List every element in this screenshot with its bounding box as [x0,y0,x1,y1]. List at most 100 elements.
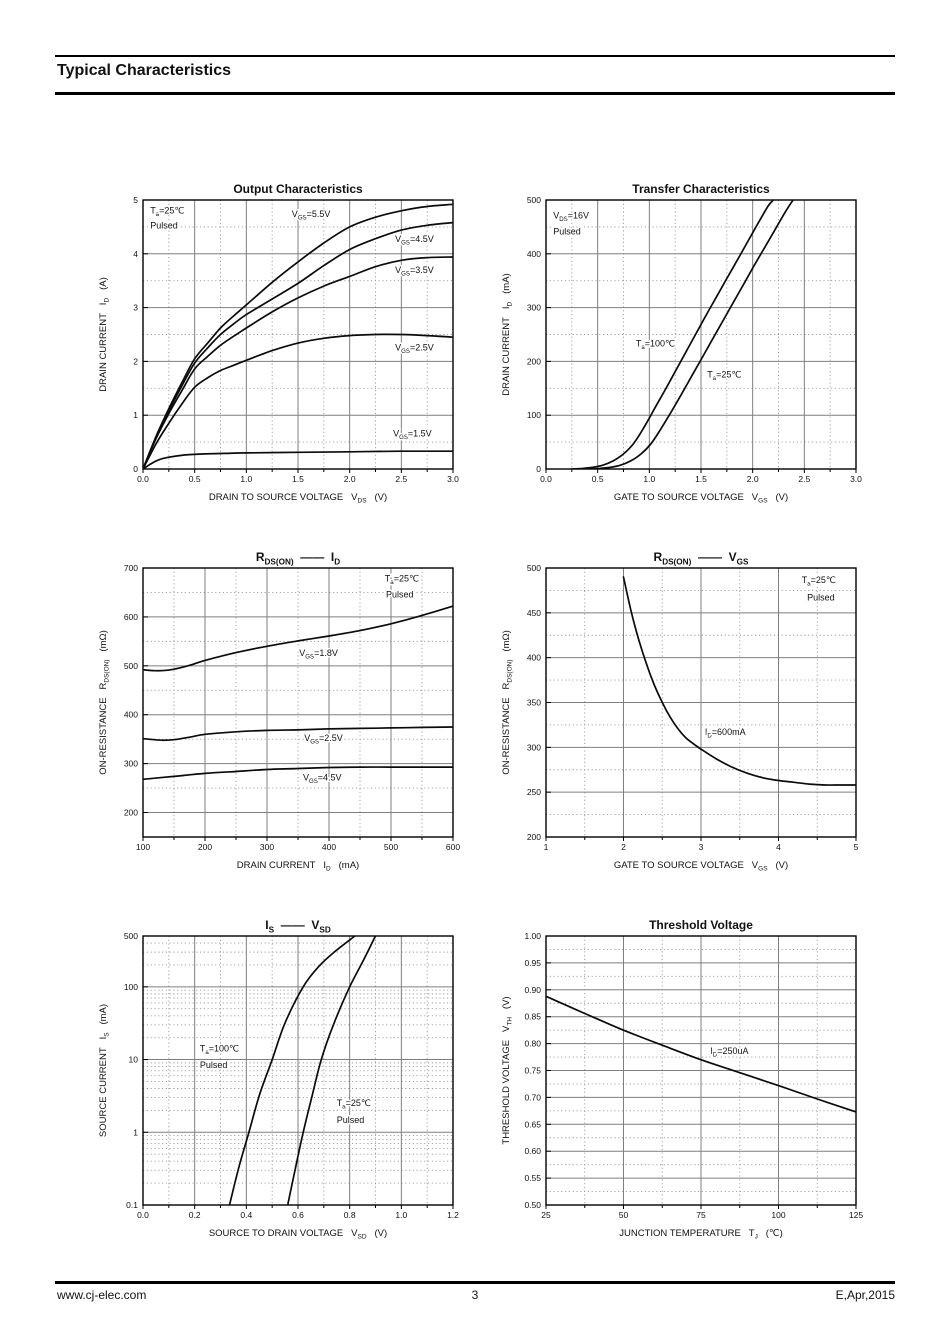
series-VGS=3.5V [143,256,453,469]
plot-border [142,567,454,838]
chart-svg-is-vs-vsd: 0.0 0.2 0.4 0.6 0.8 1.0 1.2 0.1 1 10 100 500 IS —— V… [98,918,459,1241]
y-axis-label: THRESHOLD VOLTAGE VTH (V) [501,996,514,1144]
x-tick-label: 1.0 [395,1210,407,1220]
chart-title: RDS(ON) —— ID [256,550,340,566]
y-tick-label: 250 [527,787,541,797]
y-tick-label: 500 [124,661,138,671]
series-VGS=1.8V [143,605,453,672]
chart-title: RDS(ON) —— VGS [654,550,749,566]
y-tick-label: 4 [133,249,138,259]
x-axis-label: DRAIN CURRENT ID (mA) [237,860,359,873]
x-tick-label: 2.5 [798,474,810,484]
y-tick-label: 0.95 [524,958,541,968]
x-tick-label: 2.5 [395,474,407,484]
x-tick-label: 0.5 [592,474,604,484]
series-VGS=2.5V [143,333,453,469]
x-tick-label: 500 [384,842,398,852]
x-tick-label: 2 [621,842,626,852]
x-tick-label: 1.0 [240,474,252,484]
x-tick-label: 1.2 [447,1210,459,1220]
annotation: Pulsed [150,221,178,231]
annotation: VGS=1.8V [299,648,338,661]
plot-border [545,567,857,838]
y-tick-label: 400 [527,249,541,259]
x-tick-label: 3.0 [447,474,459,484]
y-tick-label: 100 [124,982,138,992]
annotation: Ta=25℃ [337,1098,371,1111]
series-VGS=4.5V [143,766,453,781]
y-axis-label: ON-RESISTANCE RDS(ON) (mΩ) [98,630,111,775]
y-tick-label: 200 [527,356,541,366]
chart-title: IS —— VSD [265,918,331,934]
x-axis-label: SOURCE TO DRAIN VOLTAGE VSD (V) [209,1228,387,1241]
y-tick-label: 600 [124,612,138,622]
x-tick-label: 0.0 [540,474,552,484]
chart-title: Transfer Characteristics [632,182,770,196]
annotation: Pulsed [553,226,581,236]
x-tick-label: 3.0 [850,474,862,484]
y-axis-label: DRAIN CURRENT ID (A) [98,277,111,392]
x-tick-label: 100 [136,842,150,852]
y-tick-label: 350 [527,698,541,708]
x-tick-label: 0.6 [292,1210,304,1220]
chart-svg-transfer-characteristics: 0.0 0.5 1.0 1.5 2.0 2.5 3.0 0 100 200 300 400 500 Tra… [501,182,862,505]
y-tick-label: 10 [129,1055,139,1065]
annotation: Pulsed [337,1115,365,1125]
x-axis-label: GATE TO SOURCE VOLTAGE VGS (V) [614,492,788,505]
y-tick-label: 0.65 [524,1119,541,1129]
y-tick-label: 100 [527,410,541,420]
x-tick-label: 3 [699,842,704,852]
chart-title: Output Characteristics [233,182,363,196]
x-tick-label: 300 [260,842,274,852]
x-tick-label: 200 [198,842,212,852]
annotation: Ta=25℃ [802,575,836,588]
chart-title: Threshold Voltage [649,918,753,932]
series-Ta=100C [228,936,356,1205]
annotation: Ta=100℃ [636,338,675,351]
x-tick-label: 4 [776,842,781,852]
annotation: Ta=25℃ [150,205,184,218]
annotation: VGS=4.5V [395,234,434,247]
page-title: Typical Characteristics [57,62,232,79]
x-tick-label: 75 [696,1210,706,1220]
annotation: VGS=4.5V [303,772,342,785]
x-axis-label: GATE TO SOURCE VOLTAGE VGS (V) [614,860,788,873]
plot-border [142,935,454,1206]
header-rule-top [55,55,895,57]
header-rule-bottom [55,92,895,95]
charts-grid: 0.0 0.5 1.0 1.5 2.0 2.5 3.0 0 1 2 3 4 5 Output Charac… [95,180,863,1246]
x-tick-label: 50 [619,1210,629,1220]
y-tick-label: 0 [133,464,138,474]
y-tick-label: 300 [124,759,138,769]
y-tick-label: 500 [124,931,138,941]
footer-revision: E,Apr,2015 [835,1288,895,1302]
footer-page-number: 3 [471,1288,479,1302]
chart-svg-threshold-voltage: 25 50 75 100 125 0.50 0.55 0.60 0.65 0.70 0.75 0.80… [501,918,863,1241]
annotation: ID=250uA [710,1046,748,1059]
chart-threshold-voltage: 25 50 75 100 125 0.50 0.55 0.60 0.65 0.70 0.75 0.80… [498,916,863,1246]
x-tick-label: 100 [771,1210,785,1220]
y-axis-label: DRAIN CURRENT ID (mA) [501,273,514,395]
x-tick-label: 25 [541,1210,551,1220]
annotation: VDS=16V [553,210,589,223]
x-tick-label: 2.0 [344,474,356,484]
y-tick-label: 5 [133,195,138,205]
chart-is-vs-vsd: 0.0 0.2 0.4 0.6 0.8 1.0 1.2 0.1 1 10 100 500 IS —— V… [95,916,460,1246]
annotation: Pulsed [200,1060,228,1070]
y-tick-label: 200 [527,832,541,842]
series-ID=250uA [546,995,856,1113]
y-axis-label: SOURCE CURRENT IS (mA) [98,1004,111,1137]
series-VGS=5.5V [143,203,453,469]
x-tick-label: 1 [544,842,549,852]
annotation: Ta=25℃ [707,370,741,383]
chart-svg-rdson-vs-id: 100 200 300 400 500 600 200 300 400 500 600 700 RDS(… [98,550,460,873]
footer-rule [55,1281,895,1284]
x-tick-label: 400 [322,842,336,852]
y-tick-label: 400 [527,653,541,663]
y-tick-label: 1 [133,1127,138,1137]
annotation: VGS=2.5V [395,343,434,356]
plot-border [545,199,857,470]
y-tick-label: 1.00 [524,931,541,941]
annotation: Pulsed [807,592,835,602]
